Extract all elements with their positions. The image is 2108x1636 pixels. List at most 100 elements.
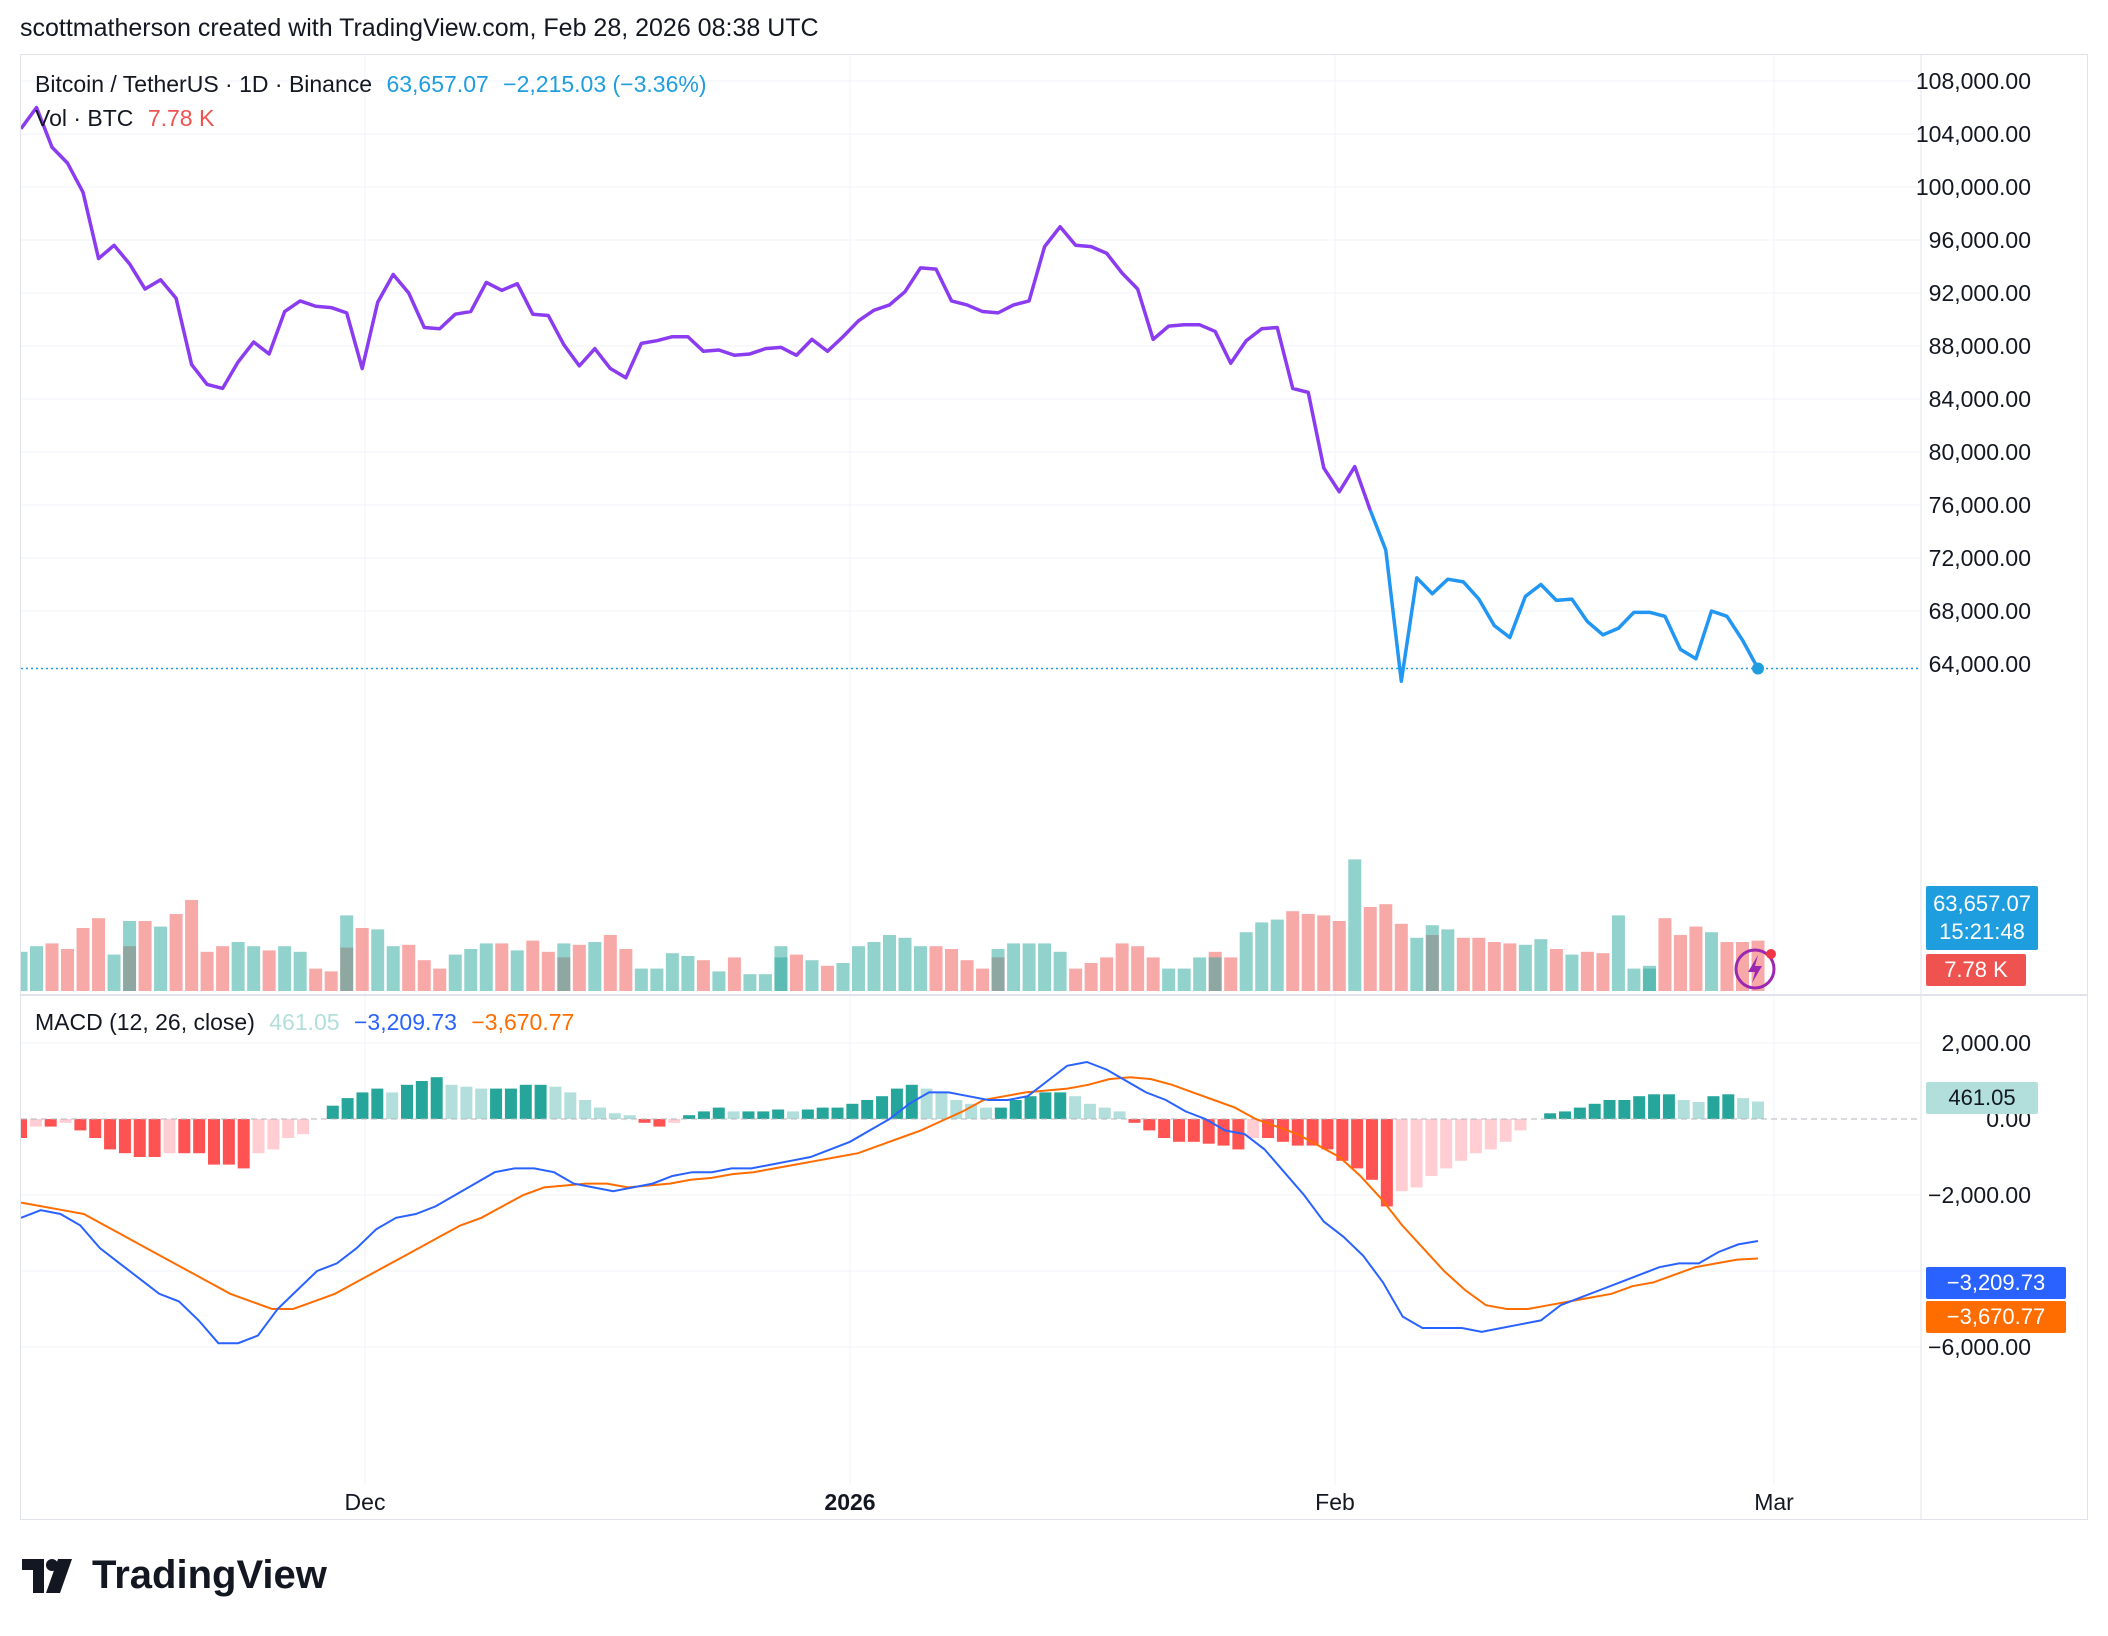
- volume-bar: [867, 942, 881, 991]
- volume-bar: [1534, 939, 1548, 991]
- volume-bar: [820, 965, 834, 991]
- volume-bar: [945, 949, 959, 991]
- volume-bar: [355, 928, 369, 991]
- price-tick-label: 108,000.00: [1916, 68, 2031, 94]
- macd-histogram-bar: [475, 1088, 488, 1119]
- macd-histogram-bar: [638, 1119, 651, 1123]
- volume-bar: [1487, 942, 1501, 991]
- macd-histogram-bar: [44, 1119, 57, 1127]
- volume-bar: [898, 937, 912, 991]
- macd-histogram-bar: [1425, 1119, 1438, 1176]
- volume-bar: [1177, 968, 1191, 991]
- volume-bar: [309, 968, 323, 991]
- volume-bar: [324, 971, 338, 991]
- volume-bar: [386, 946, 400, 991]
- macd-histogram-bar: [1336, 1119, 1349, 1161]
- volume-bar: [1363, 907, 1377, 991]
- macd-histogram-bar: [1544, 1113, 1557, 1119]
- volume-bar: [774, 946, 788, 991]
- macd-signal-tag: −3,670.77: [1926, 1301, 2066, 1333]
- macd-histogram-bar: [742, 1111, 755, 1119]
- time-tick-label: Feb: [1315, 1489, 1355, 1515]
- macd-histogram-bar: [1069, 1096, 1082, 1119]
- macd-histogram-bar: [1677, 1100, 1690, 1119]
- macd-histogram-bar: [252, 1119, 265, 1154]
- macd-histogram-bar: [1158, 1119, 1171, 1138]
- macd-line-tag: −3,209.73: [1926, 1267, 2066, 1299]
- volume-bar: [1441, 929, 1455, 991]
- volume-bar: [1472, 937, 1486, 991]
- macd-histogram-bar: [1588, 1103, 1601, 1119]
- volume-bar: [1627, 968, 1641, 991]
- macd-histogram-bar: [668, 1119, 681, 1123]
- volume-bar: [1379, 904, 1393, 991]
- macd-hist-tag: 461.05: [1926, 1082, 2038, 1114]
- macd-histogram-bar: [1009, 1100, 1022, 1119]
- macd-histogram-bar: [594, 1107, 606, 1119]
- macd-axis: 2,000.000.00−2,000.00−6,000.00: [1928, 1030, 2031, 1360]
- macd-signal-value: −3,670.77: [471, 1009, 575, 1035]
- macd-histogram-bar: [1455, 1119, 1468, 1161]
- macd-histogram-bar: [1083, 1103, 1096, 1119]
- price-tick-label: 100,000.00: [1916, 174, 2031, 200]
- macd-histogram-bar: [1440, 1119, 1453, 1169]
- volume-bar: [557, 943, 571, 991]
- macd-histogram-bar: [1722, 1094, 1735, 1119]
- price-series-line: [21, 105, 1372, 511]
- volume-bar: [138, 921, 152, 991]
- volume-bar: [76, 928, 90, 991]
- macd-histogram-bar: [935, 1092, 948, 1119]
- alert-icon[interactable]: [1734, 948, 1776, 990]
- chart-canvas[interactable]: 108,000.00 104,000.00 100,000.00 96,000.00 9…: [21, 55, 2087, 1519]
- macd-histogram-bar: [816, 1107, 829, 1119]
- price-tick-label: 64,000.00: [1929, 651, 2031, 677]
- macd-histogram-bar: [579, 1100, 592, 1119]
- macd-hist-value: 461.05: [269, 1009, 340, 1035]
- volume-bar: [1115, 943, 1129, 991]
- volume-bar: [929, 946, 943, 991]
- macd-histogram-bar: [653, 1119, 666, 1127]
- macd-histogram: [21, 1077, 1764, 1207]
- volume-bar: [1549, 949, 1563, 991]
- price-tick-label: 88,000.00: [1929, 333, 2031, 359]
- volume-bar: [216, 946, 230, 991]
- macd-histogram-bar: [1499, 1119, 1512, 1142]
- volume-bar: [1673, 935, 1687, 991]
- macd-label[interactable]: MACD (12, 26, close): [35, 1009, 255, 1035]
- macd-histogram-bar: [712, 1107, 725, 1119]
- macd-histogram-bar: [1039, 1092, 1052, 1119]
- macd-lines: [21, 1060, 1759, 1345]
- macd-histogram-bar: [1173, 1119, 1185, 1142]
- price-legend: Bitcoin / TetherUS · 1D · Binance 63,657…: [35, 71, 715, 98]
- volume-bar: [650, 968, 664, 991]
- macd-line-value: −3,209.73: [354, 1009, 457, 1035]
- volume-bar: [1596, 953, 1610, 991]
- price-tick-label: 92,000.00: [1929, 280, 2031, 306]
- macd-histogram-bar: [950, 1100, 963, 1119]
- macd-histogram-bar: [148, 1119, 161, 1157]
- volume-label[interactable]: Vol · BTC: [35, 105, 134, 131]
- macd-histogram-bar: [1024, 1096, 1037, 1119]
- macd-histogram-bar: [460, 1086, 473, 1119]
- time-axis: Dec 2026 Feb Mar: [345, 1489, 1795, 1515]
- volume-bar: [1146, 957, 1160, 991]
- macd-tick-label: 2,000.00: [1941, 1030, 2031, 1056]
- volume-bar: [169, 914, 183, 991]
- macd-histogram-bar: [208, 1119, 220, 1165]
- volume-bar: [1053, 951, 1067, 991]
- macd-line: [21, 1060, 1759, 1345]
- chart-frame[interactable]: 108,000.00 104,000.00 100,000.00 96,000.00 9…: [20, 54, 2088, 1520]
- tradingview-logo[interactable]: TradingView: [22, 1553, 327, 1598]
- macd-histogram-bar: [1351, 1119, 1364, 1169]
- macd-histogram-bar: [519, 1084, 532, 1119]
- macd-histogram-bar: [1247, 1119, 1260, 1138]
- volume-bar: [883, 935, 896, 991]
- volume-bar: [123, 921, 137, 991]
- volume-bar: [1255, 922, 1269, 991]
- macd-histogram-bar: [787, 1111, 799, 1119]
- macd-histogram-bar: [564, 1092, 577, 1119]
- volume-bar: [727, 957, 741, 991]
- volume-bar: [154, 926, 168, 991]
- symbol-label[interactable]: Bitcoin / TetherUS · 1D · Binance: [35, 71, 373, 97]
- price-tick-label: 76,000.00: [1929, 492, 2031, 518]
